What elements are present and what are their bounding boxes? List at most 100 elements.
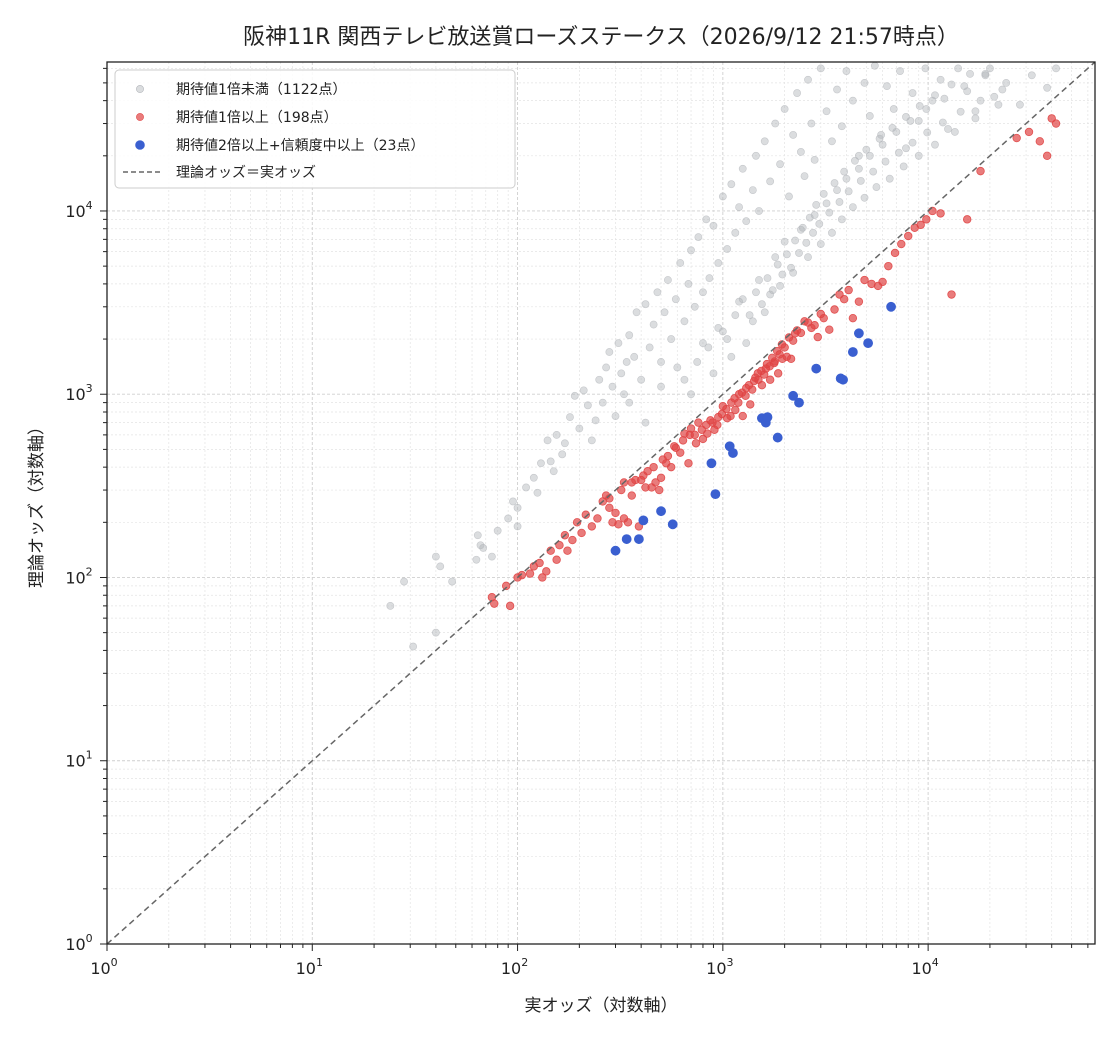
point-below-1 <box>529 473 538 482</box>
point-below-1 <box>473 531 482 540</box>
legend: 期待値1倍未満（1122点） 期待値1倍以上（198点） 期待値2倍以上+信頼度… <box>114 69 516 189</box>
legend-box <box>114 69 516 189</box>
point-below-1 <box>727 352 736 361</box>
point-below-1 <box>748 186 757 194</box>
point-below-1 <box>771 253 780 262</box>
point-below-1 <box>954 64 963 73</box>
series-0 <box>386 62 1060 651</box>
legend-label-above-1: 期待値1倍以上（198点） <box>176 110 338 126</box>
point-above-1 <box>617 485 626 495</box>
point-below-1 <box>742 339 751 348</box>
point-below-1 <box>848 96 857 105</box>
point-below-1 <box>787 263 795 272</box>
point-below-1 <box>680 317 689 326</box>
point-above-1 <box>748 385 757 394</box>
point-below-1 <box>731 311 740 320</box>
point-above-2 <box>838 374 848 385</box>
point-above-1 <box>746 400 755 409</box>
point-below-1 <box>851 156 859 165</box>
plot-frame <box>106 61 1096 945</box>
point-above-2 <box>863 338 873 349</box>
point-below-1 <box>702 215 711 224</box>
point-above-1 <box>775 350 784 359</box>
point-below-1 <box>875 134 884 143</box>
point-above-1 <box>1024 127 1034 137</box>
point-above-1 <box>490 599 499 608</box>
point-above-1 <box>936 209 945 218</box>
point-below-1 <box>543 436 552 445</box>
point-below-1 <box>513 522 522 531</box>
point-below-1 <box>833 186 841 194</box>
point-below-1 <box>533 488 542 497</box>
point-below-1 <box>479 544 488 552</box>
point-above-1 <box>572 518 582 527</box>
point-above-2 <box>656 506 666 517</box>
point-below-1 <box>936 75 945 84</box>
point-above-1 <box>731 405 740 415</box>
point-above-1 <box>726 411 735 421</box>
point-below-1 <box>944 125 952 133</box>
point-below-1 <box>889 105 898 113</box>
point-below-1 <box>714 259 723 267</box>
point-below-1 <box>727 180 736 189</box>
point-above-1 <box>641 483 650 492</box>
point-above-1 <box>788 336 798 345</box>
point-above-1 <box>670 442 679 451</box>
point-below-1 <box>994 100 1003 109</box>
point-below-1 <box>755 207 763 215</box>
point-above-1 <box>810 321 819 330</box>
point-above-1 <box>698 434 708 444</box>
point-below-1 <box>1016 100 1024 109</box>
point-above-1 <box>816 309 825 319</box>
point-below-1 <box>796 148 805 156</box>
point-below-1 <box>546 457 555 466</box>
point-above-1 <box>759 370 769 379</box>
point-below-1 <box>630 352 639 361</box>
point-below-1 <box>687 390 695 399</box>
point-below-1 <box>718 192 727 201</box>
point-above-1 <box>611 508 620 518</box>
legend-marker-below-1 <box>136 85 144 93</box>
x-tick-label: 102 <box>501 956 528 978</box>
point-below-1 <box>830 179 839 187</box>
point-below-1 <box>819 189 828 198</box>
point-above-1 <box>619 514 629 523</box>
point-below-1 <box>908 89 917 97</box>
point-below-1 <box>776 160 784 169</box>
point-below-1 <box>815 220 824 228</box>
point-above-1 <box>505 601 515 611</box>
point-below-1 <box>632 308 641 317</box>
point-above-1 <box>538 573 547 582</box>
point-below-1 <box>657 382 665 391</box>
point-below-1 <box>504 514 513 523</box>
point-above-1 <box>517 570 527 580</box>
point-above-2 <box>811 363 822 374</box>
point-below-1 <box>694 233 703 242</box>
point-above-1 <box>780 343 789 352</box>
point-above-1 <box>897 239 906 249</box>
point-above-1 <box>722 404 731 414</box>
point-below-1 <box>804 253 812 262</box>
point-below-1 <box>763 274 772 283</box>
point-below-1 <box>896 67 904 75</box>
point-below-1 <box>870 62 879 70</box>
reference-line <box>107 62 1095 944</box>
point-below-1 <box>552 430 561 439</box>
point-below-1 <box>778 270 787 279</box>
point-below-1 <box>883 82 891 91</box>
point-below-1 <box>602 363 611 372</box>
point-below-1 <box>1043 83 1052 92</box>
point-below-1 <box>620 390 628 399</box>
point-above-2 <box>788 390 799 401</box>
point-below-1 <box>840 167 849 176</box>
point-below-1 <box>436 562 445 571</box>
point-below-1 <box>848 203 857 211</box>
point-below-1 <box>923 128 932 137</box>
point-below-1 <box>587 436 596 445</box>
point-below-1 <box>558 450 567 459</box>
point-above-1 <box>773 369 783 378</box>
point-below-1 <box>914 117 923 125</box>
point-below-1 <box>735 203 743 211</box>
point-above-1 <box>656 473 666 482</box>
point-below-1 <box>699 288 707 297</box>
